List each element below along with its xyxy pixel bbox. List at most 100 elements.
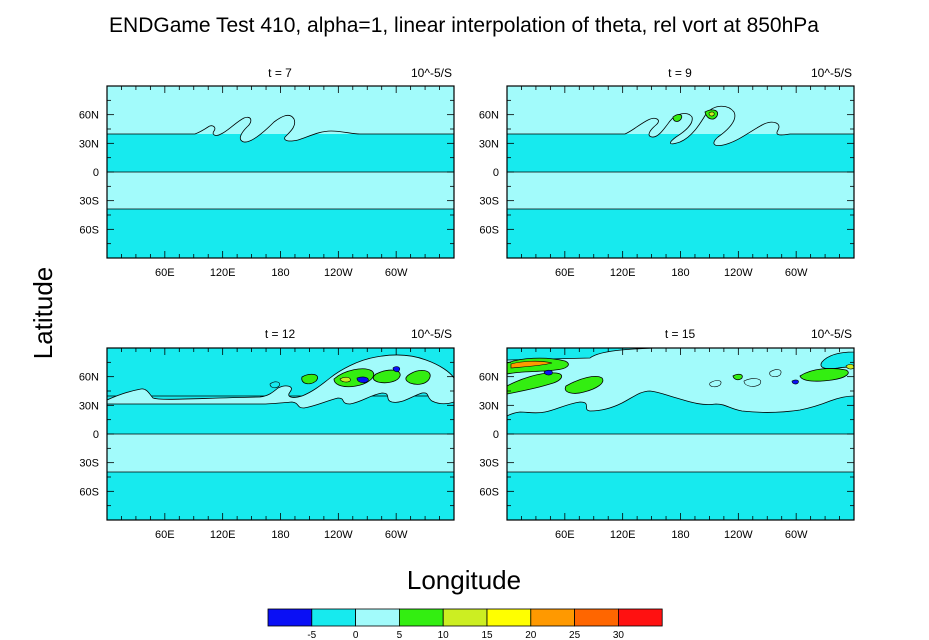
x-tick-label: 120W	[724, 529, 753, 541]
vort-blob	[510, 360, 553, 369]
panel-t9-time-label: t = 9	[668, 66, 692, 80]
colorbar-label: 15	[481, 630, 493, 640]
field-band-south-polar	[107, 209, 454, 258]
colorbar-swatch	[355, 608, 400, 627]
panel-t15: t = 15 10^-5/S	[506, 327, 855, 521]
y-tick-label: 60S	[79, 486, 99, 498]
colorbar-swatch	[618, 608, 663, 627]
panel-t12-units: 10^-5/S	[411, 327, 452, 341]
panel-t12-ticks	[107, 348, 454, 520]
colorbar-swatch	[442, 608, 488, 627]
colorbar-label: 5	[397, 630, 403, 640]
y-tick-label: 30N	[79, 138, 99, 150]
colorbar-swatch	[267, 608, 313, 627]
panel-t15-time-label: t = 15	[665, 327, 696, 341]
x-tick-label: 120E	[610, 529, 636, 541]
y-tick-label: 0	[93, 429, 99, 441]
vort-blob	[799, 368, 849, 382]
colorbar-swatch	[530, 608, 575, 627]
panel-t15-field	[507, 348, 854, 520]
vort-blob	[845, 363, 854, 370]
colorbar-swatch	[398, 608, 444, 627]
vort-blob	[543, 369, 553, 376]
colorbar-swatch	[574, 608, 619, 627]
vort-blob	[392, 366, 401, 373]
colorbar-swatch	[486, 608, 532, 627]
x-tick-label: 60W	[385, 529, 408, 541]
panel-t15-ticks	[507, 348, 854, 520]
y-tick-label: 0	[493, 429, 499, 441]
vort-blob	[708, 111, 715, 117]
x-tick-label: 180	[671, 267, 689, 279]
vort-blob	[301, 373, 318, 385]
field-band-south-polar	[507, 472, 854, 520]
field-band-north-mid	[107, 134, 454, 172]
panel-t12-time-label: t = 12	[265, 327, 296, 341]
y-tick-label: 60S	[79, 224, 99, 236]
x-tick-label: 180	[671, 529, 689, 541]
field-band-south-mid	[107, 434, 454, 472]
vort-blob	[743, 378, 762, 387]
x-tick-label: 120W	[324, 267, 353, 279]
panel-t12: t = 12 10^-5/S	[106, 327, 455, 521]
x-tick-label: 180	[271, 529, 289, 541]
vort-blob	[405, 370, 431, 385]
x-tick-label: 120E	[210, 529, 236, 541]
y-tick-label: 30S	[79, 196, 99, 208]
x-tick-label: 120E	[610, 267, 636, 279]
field-band-south-mid	[107, 172, 454, 209]
panel-t9-ticks	[507, 86, 854, 258]
y-axis-label: Latitude	[28, 267, 58, 360]
panel-t7: t = 7 10^-5/S	[106, 66, 455, 259]
y-tick-label: 60N	[79, 110, 99, 122]
wave-region	[507, 348, 854, 417]
panel-t12-field	[107, 348, 454, 520]
x-tick-label: 120W	[724, 267, 753, 279]
y-tick-label: 60N	[479, 372, 499, 384]
y-tick-label: 0	[493, 167, 499, 179]
panel-t15-units: 10^-5/S	[811, 327, 852, 341]
wave-region	[107, 354, 454, 409]
colorbar-label: 0	[353, 630, 359, 640]
panel-t7-field	[107, 86, 454, 258]
x-tick-label: 60W	[785, 267, 808, 279]
vort-blob	[507, 372, 563, 395]
vort-blob	[769, 369, 782, 377]
field-band-south-polar	[507, 209, 854, 258]
y-tick-label: 60S	[479, 224, 499, 236]
colorbar: -5 0 5 10 15 20 25 30	[267, 608, 663, 640]
x-tick-label: 180	[271, 267, 289, 279]
tick-labels: 60E 120E 180 120W 60W 60N 30N 0 30S 60S 60E 120E 180…	[79, 110, 808, 541]
vort-blob	[672, 114, 683, 122]
field-band-south-polar	[107, 472, 454, 520]
y-tick-label: 0	[93, 167, 99, 179]
y-tick-label: 30N	[479, 400, 499, 412]
x-tick-label: 120W	[324, 529, 353, 541]
colorbar-label: 10	[438, 630, 450, 640]
y-tick-label: 30N	[479, 138, 499, 150]
panel-t9-units: 10^-5/S	[811, 66, 852, 80]
x-tick-label: 120E	[210, 267, 236, 279]
vort-blob	[709, 380, 722, 388]
x-tick-label: 60W	[385, 267, 408, 279]
vort-blob	[791, 379, 799, 385]
colorbar-swatch	[311, 608, 356, 627]
panel-t9: t = 9 10^-5/S	[506, 66, 855, 259]
panel-t9-field	[507, 86, 854, 258]
field-band-south-mid	[507, 172, 854, 209]
wave-region	[107, 114, 454, 143]
x-tick-label: 60E	[555, 267, 575, 279]
panel-t7-units: 10^-5/S	[411, 66, 452, 80]
x-tick-label: 60E	[155, 529, 175, 541]
y-tick-label: 30S	[479, 196, 499, 208]
vort-blob	[339, 376, 351, 383]
x-tick-label: 60E	[555, 529, 575, 541]
vort-blob	[564, 376, 604, 394]
colorbar-label: -5	[307, 630, 316, 640]
x-axis-label: Longitude	[407, 565, 521, 595]
x-tick-label: 60W	[785, 529, 808, 541]
panel-t7-ticks	[107, 86, 454, 258]
chart-title: ENDGame Test 410, alpha=1, linear interp…	[109, 14, 819, 37]
y-tick-label: 30N	[79, 400, 99, 412]
